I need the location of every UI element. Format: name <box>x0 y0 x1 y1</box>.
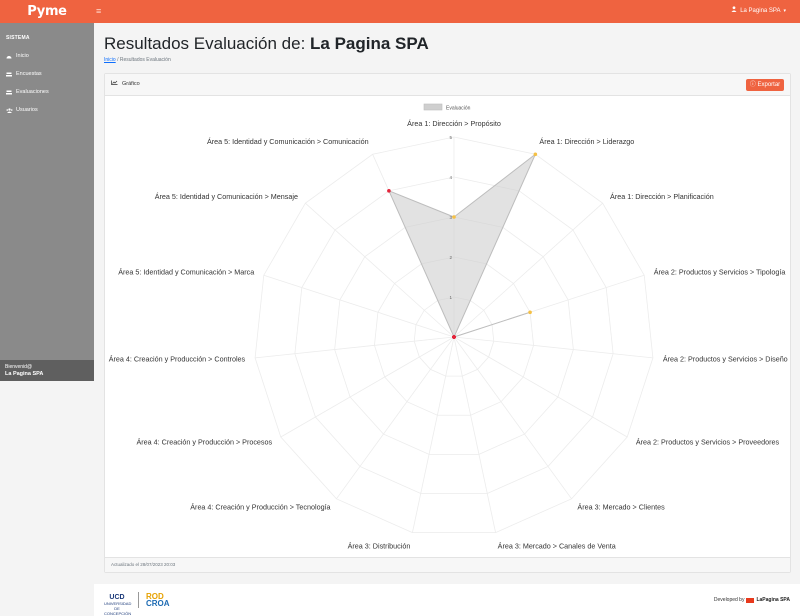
grid-ring <box>294 176 614 494</box>
lapagina-logo-icon <box>746 597 755 603</box>
corfo-logo: ROD CROA <box>146 592 170 608</box>
category-label: Área 2: Productos y Servicios > Proveedo… <box>636 438 780 447</box>
category-label: Área 2: Productos y Servicios > Diseño <box>663 354 788 363</box>
radar-chart: Evaluación 1 2 3 4 5 Área 1: Dirección > Propó… <box>109 103 788 550</box>
chart-icon <box>111 80 118 87</box>
category-label: Área 3: Mercado > Canales de Venta <box>498 541 616 550</box>
caret-down-icon: ▾ <box>783 8 786 14</box>
grid-spoke <box>336 336 455 500</box>
developer-name[interactable]: LaPagina SPA <box>756 597 790 603</box>
category-label: Área 2: Productos y Servicios > Tipologí… <box>654 268 786 277</box>
user-icon <box>731 6 737 16</box>
grid-spoke <box>280 336 455 438</box>
category-label: Área 1: Dirección > Liderazgo <box>539 137 634 146</box>
sidebar-item-usuarios[interactable]: Usuarios <box>6 107 38 113</box>
legend-swatch <box>423 103 443 111</box>
breadcrumb-home-link[interactable]: Inicio <box>104 57 116 63</box>
developed-by: Developed by LaPagina SPA <box>714 597 790 603</box>
user-menu-label: La Pagina SPA <box>740 8 781 14</box>
card-title: Gráfico <box>111 80 140 87</box>
tick-label: 3 <box>449 215 452 220</box>
last-updated-text: Actualizado el 28/07/2023 20:03 <box>111 562 176 567</box>
grid-spoke <box>263 274 455 338</box>
category-label: Área 4: Creación y Producción > Procesos <box>136 438 272 447</box>
grid-spoke <box>453 336 572 500</box>
grid-ring <box>254 136 654 534</box>
ucd-logo: UCD UNIVERSIDAD DE CONCEPCIÓN <box>104 594 132 616</box>
list-icon <box>6 90 12 95</box>
tick-label: 2 <box>449 255 452 260</box>
cr-logo-top: ROD <box>146 592 164 601</box>
export-button-label: Exportar <box>757 82 781 88</box>
grid-spoke <box>305 202 455 338</box>
sidebar-item-label: Encuestas <box>16 71 42 77</box>
top-navbar: Pyme Naranja ≡ La Pagina SPA ▾ <box>0 0 800 42</box>
series-area <box>387 153 536 338</box>
grid-spoke <box>255 336 455 359</box>
category-label: Área 4: Creación y Producción > Tecnolog… <box>190 502 330 511</box>
dashboard-icon <box>6 54 12 59</box>
sidebar-user: La Pagina SPA <box>5 371 44 377</box>
sidebar-heading: SISTEMA <box>6 35 30 41</box>
page-title-company: La Pagina SPA <box>310 34 429 53</box>
list-icon <box>6 72 12 77</box>
developed-by-label: Developed by <box>713 597 745 603</box>
sidebar-item-encuestas[interactable]: Encuestas <box>6 71 42 77</box>
category-label: Área 5: Identidad y Comunicación > Mensa… <box>155 192 298 201</box>
card-footer: Actualizado el 28/07/2023 20:03 <box>105 557 790 572</box>
user-menu[interactable]: La Pagina SPA ▾ <box>731 6 786 16</box>
breadcrumb: Inicio / Resultados Evaluación <box>104 57 171 63</box>
category-label: Área 5: Identidad y Comunicación > Marca <box>118 268 254 277</box>
grid-ring <box>334 216 574 455</box>
card-title-label: Gráfico <box>122 80 140 87</box>
data-point <box>452 215 456 219</box>
ucd-logo-sub: UNIVERSIDAD DE CONCEPCIÓN <box>104 601 132 616</box>
sidebar-footer: Bienvenid@ La Pagina SPA <box>0 360 94 381</box>
category-label: Área 4: Creación y Producción > Controle… <box>109 354 246 363</box>
sidebar-item-label: Inicio <box>16 53 29 59</box>
footer-divider <box>138 592 139 608</box>
cr-logo-bottom: CROA <box>146 599 170 608</box>
ucd-logo-text: UCD <box>109 594 125 601</box>
tick-label: 5 <box>449 135 452 140</box>
tick-label: 1 <box>449 295 452 300</box>
data-point <box>533 152 538 157</box>
data-point <box>387 189 391 193</box>
page-title-prefix: Resultados Evaluación de: <box>104 34 306 53</box>
export-button[interactable]: ⓘ Exportar <box>746 79 784 91</box>
breadcrumb-current: Resultados Evaluación <box>119 57 171 63</box>
category-label: Área 5: Identidad y Comunicación > Comun… <box>207 137 369 146</box>
grid-spoke <box>453 336 496 533</box>
legend-label: Evaluación <box>446 106 471 112</box>
brand-logo[interactable]: Pyme Naranja <box>19 4 75 42</box>
card-header: Gráfico ⓘ Exportar <box>105 74 790 96</box>
grid-spoke <box>412 336 455 533</box>
data-point <box>528 310 532 315</box>
sidebar-item-inicio[interactable]: Inicio <box>6 53 29 59</box>
page-title: Resultados Evaluación de: La Pagina SPA <box>104 34 429 54</box>
info-circle-icon: ⓘ <box>749 82 756 88</box>
grid-ring <box>413 296 495 377</box>
chart-card: Gráfico ⓘ Exportar Evaluación 1 2 3 4 5 Área 1… <box>104 73 791 573</box>
tick-label: 4 <box>449 175 452 180</box>
sidebar-greeting: Bienvenid@ <box>5 364 33 370</box>
category-label: Área 1: Dirección > Propósito <box>407 119 501 128</box>
page-footer: UCD UNIVERSIDAD DE CONCEPCIÓN ROD CROA D… <box>94 584 800 616</box>
card-body: Evaluación 1 2 3 4 5 Área 1: Dirección > Propó… <box>105 96 790 558</box>
category-label: Área 3: Distribución <box>348 541 411 550</box>
category-label: Área 3: Mercado > Clientes <box>577 502 665 511</box>
category-label: Área 1: Dirección > Planificación <box>610 192 714 201</box>
data-point <box>452 335 456 339</box>
grid-spoke <box>453 202 603 338</box>
breadcrumb-separator: / <box>117 57 119 63</box>
hamburger-icon[interactable]: ≡ <box>96 6 102 16</box>
sidebar-item-label: Evaluaciones <box>16 89 49 95</box>
grid-spoke <box>453 336 653 359</box>
sidebar-item-label: Usuarios <box>16 107 38 113</box>
grid-spoke <box>453 336 628 438</box>
grid-ring <box>374 256 534 416</box>
sidebar: SISTEMA Inicio Encuestas Evaluaciones Us… <box>0 23 94 381</box>
sidebar-item-evaluaciones[interactable]: Evaluaciones <box>6 89 49 95</box>
users-icon <box>6 107 13 113</box>
